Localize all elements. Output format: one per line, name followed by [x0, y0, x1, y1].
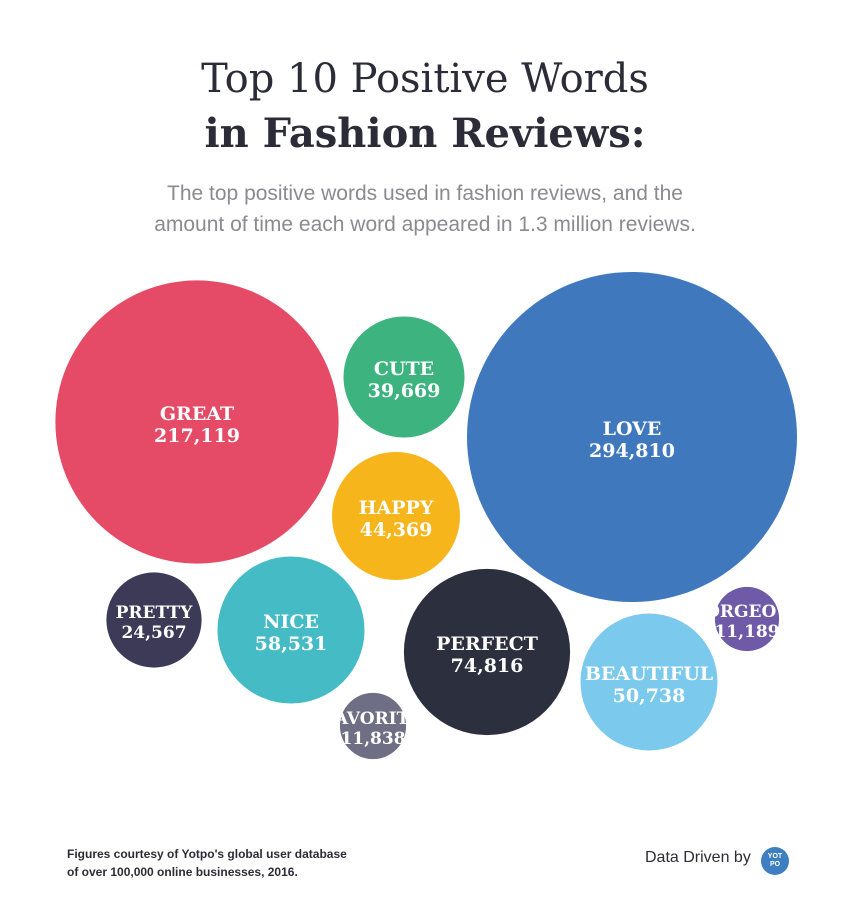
- bubble-perfect-word: PERFECT: [436, 633, 538, 655]
- bubble-cute-circle: [343, 316, 465, 438]
- source-footnote-line2: of over 100,000 online businesses, 2016.: [67, 865, 298, 879]
- bubble-nice-word: NICE: [263, 611, 319, 633]
- bubble-great-value: 217,119: [154, 425, 240, 447]
- chart-title-line2: in Fashion Reviews:: [204, 110, 646, 157]
- bubble-great-word: GREAT: [160, 403, 234, 425]
- bubble-cute-word: CUTE: [374, 358, 434, 380]
- logo-text-line1: YOT: [767, 853, 783, 860]
- bubble-happy-word: HAPPY: [359, 497, 434, 519]
- bubble-nice-circle: [217, 556, 365, 704]
- bubble-pretty-word: PRETTY: [116, 603, 194, 623]
- bubble-perfect-circle: [403, 568, 571, 736]
- bubble-great-circle: [55, 280, 339, 564]
- bubble-nice-value: 58,531: [255, 633, 328, 655]
- source-footnote-line1: Figures courtesy of Yotpo's global user …: [67, 847, 347, 861]
- bubble-happy-value: 44,369: [360, 519, 433, 541]
- bubble-gorgeous-circle: [714, 586, 780, 652]
- bubble-beautiful-word: BEAUTIFUL: [585, 663, 713, 685]
- bubble-happy-circle: [332, 452, 460, 580]
- bubble-perfect-value: 74,816: [451, 655, 524, 677]
- bubble-pretty-circle: [106, 572, 202, 668]
- bubble-love-circle: [467, 272, 797, 602]
- bubble-beautiful-value: 50,738: [613, 685, 686, 707]
- chart-subtitle: The top positive words used in fashion r…: [154, 182, 696, 236]
- chart-title-line1: Top 10 Positive Words: [201, 56, 649, 102]
- bubble-favorite-value: 11,838: [340, 729, 405, 749]
- bubble-beautiful-circle: [580, 613, 718, 751]
- credit-text: Data Driven by: [645, 849, 751, 866]
- yotpo-logo: YOT PO: [761, 847, 789, 875]
- bubble-gorgeous-value: 11,189: [714, 622, 779, 642]
- bubble-love-value: 294,810: [589, 440, 675, 462]
- bubble-cute-value: 39,669: [368, 380, 441, 402]
- source-footnote: Figures courtesy of Yotpo's global user …: [67, 845, 367, 881]
- bubble-love-word: LOVE: [603, 418, 662, 440]
- bubble-pretty-value: 24,567: [121, 623, 186, 643]
- bubble-favorite-circle: [339, 692, 407, 760]
- bubble-gorgeous-word: GORGEOUS: [691, 602, 804, 622]
- bubble-favorite-word: FAVORITE: [324, 709, 422, 729]
- logo-text-line2: PO: [769, 861, 781, 868]
